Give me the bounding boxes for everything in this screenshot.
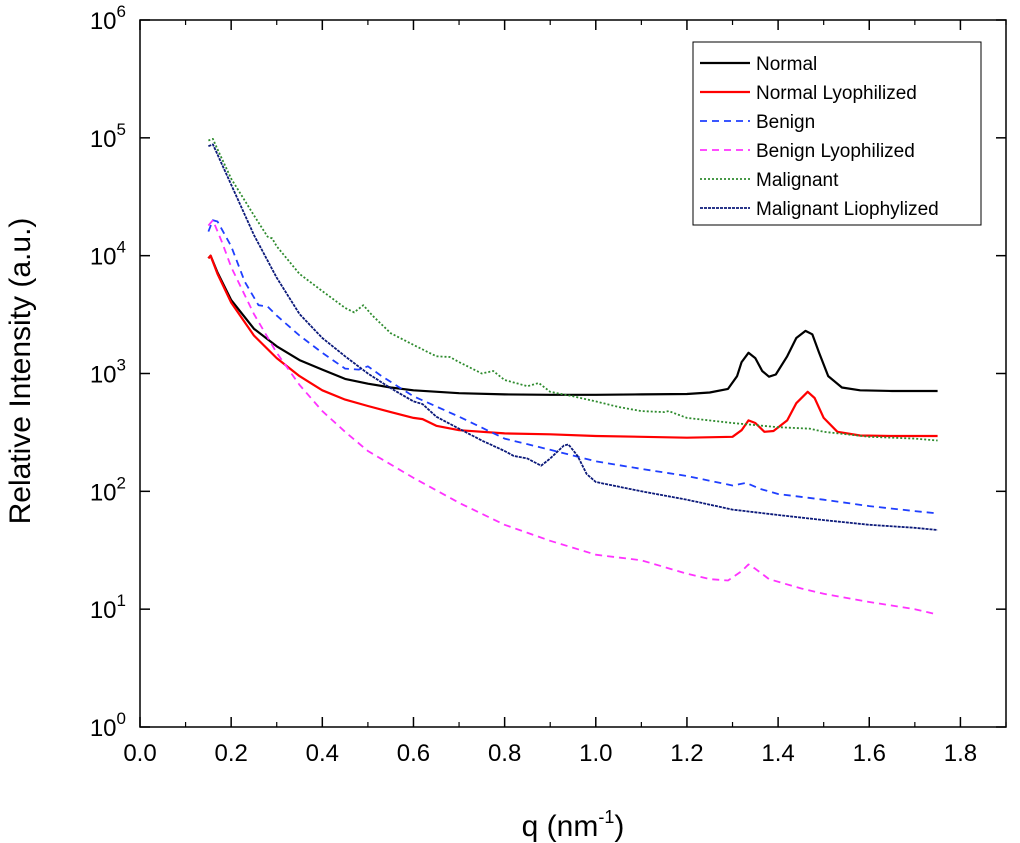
x-tick-label: 0.2 bbox=[214, 740, 247, 767]
x-tick-label: 0.6 bbox=[397, 740, 430, 767]
legend-label: Benign Lyophilized bbox=[756, 141, 915, 162]
series-line-normal-lyophilized bbox=[207, 254, 938, 439]
series-line-malignant bbox=[208, 138, 938, 442]
x-tick-label: 0.4 bbox=[306, 740, 339, 767]
x-axis-title-close: ) bbox=[614, 810, 624, 843]
series-line-normal bbox=[207, 254, 938, 396]
x-tick-label: 1.2 bbox=[670, 740, 703, 767]
legend-label: Normal bbox=[756, 54, 817, 75]
series-line-benign bbox=[207, 219, 938, 515]
x-tick-label: 1.4 bbox=[761, 740, 794, 767]
legend-label: Benign bbox=[756, 112, 815, 133]
y-tick-label: 103 bbox=[90, 356, 126, 389]
series-line-malignant-liophylized bbox=[208, 143, 938, 531]
x-axis-title: q (nm-1) bbox=[522, 807, 625, 843]
y-axis-title: Relative Intensity (a.u.) bbox=[4, 218, 37, 525]
series-line-benign-lyophilized bbox=[207, 219, 938, 616]
y-tick-label: 106 bbox=[90, 2, 126, 35]
y-tick-label: 101 bbox=[90, 591, 126, 624]
x-axis-title-sup: -1 bbox=[598, 807, 614, 827]
x-tick-label: 0.0 bbox=[123, 740, 156, 767]
legend-box bbox=[692, 41, 982, 226]
x-tick-label: 1.8 bbox=[944, 740, 977, 767]
legend-label: Malignant Liophylized bbox=[756, 199, 939, 220]
y-tick-label: 102 bbox=[90, 473, 126, 506]
legend-label: Normal Lyophilized bbox=[756, 83, 917, 104]
x-tick-label: 1.6 bbox=[853, 740, 886, 767]
legend: Normal Normal Lyophilized Benign Benign Lyo… bbox=[692, 41, 982, 226]
legend-label: Malignant bbox=[756, 170, 839, 191]
y-tick-label: 100 bbox=[90, 709, 126, 742]
x-tick-label: 1.0 bbox=[579, 740, 612, 767]
x-tick-label: 0.8 bbox=[488, 740, 521, 767]
x-axis-title-main: q (nm bbox=[522, 810, 599, 843]
y-tick-label: 104 bbox=[90, 238, 126, 271]
y-tick-label: 105 bbox=[90, 120, 126, 153]
